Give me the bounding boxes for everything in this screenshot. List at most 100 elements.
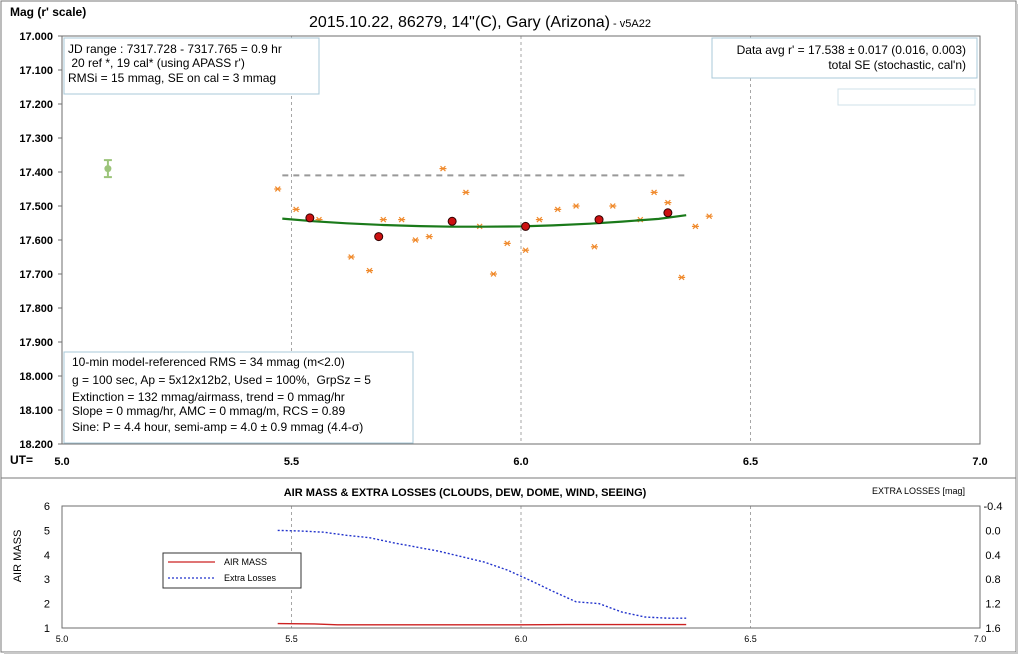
top-x-tick-label: 7.0 — [972, 456, 987, 468]
target-point — [594, 215, 604, 225]
ref-star-point — [590, 243, 598, 250]
chart-title-main: 2015.10.22, 86279, 14"(C), Gary (Arizona… — [309, 14, 610, 31]
bottom-y-tick-label: 3 — [44, 574, 50, 586]
ref-star-stroke — [554, 206, 561, 213]
info-bottom-left-line-2: g = 100 sec, Ap = 5x12x12b2, Used = 100%… — [72, 373, 371, 387]
bottom-y-axis-label: AIR MASS — [12, 530, 24, 583]
info-bottom-left-line-4: Slope = 0 mmag/hr, AMC = 0 mmag/m, RCS =… — [72, 404, 345, 418]
top-x-tick-labels: 5.0 5.5 6.0 6.5 7.0 — [54, 456, 987, 468]
ref-star-stroke — [536, 216, 543, 223]
ref-star-point — [522, 247, 530, 254]
ref-star-point — [691, 223, 699, 230]
ref-star-stroke — [398, 216, 405, 223]
ref-star-stroke — [293, 206, 299, 213]
info-box-top-right: Data avg r' = 17.538 ± 0.017 (0.016, 0.0… — [711, 37, 978, 79]
air-mass-line — [277, 622, 687, 626]
bottom-y-tick-label: 5 — [44, 525, 50, 537]
top-y-tick-label: 17.500 — [19, 201, 53, 213]
ref-star-point — [366, 267, 374, 274]
air-mass-chart: 1 2 3 4 5 6 -0.4 0.0 0.4 0.8 1.2 1.6 5.0 5.5 6.0 6.5 7… — [12, 486, 1002, 644]
legend-label-air-mass: AIR MASS — [224, 557, 267, 567]
ref-star-stroke — [380, 216, 387, 223]
legend-frame — [162, 552, 302, 589]
bottom-y-tick-label: 6 — [44, 501, 50, 513]
ref-star-stroke — [591, 243, 598, 250]
ref-star-stroke — [440, 165, 446, 172]
ref-star-point — [678, 274, 686, 281]
bottom-plot-area — [61, 505, 981, 629]
bottom-x-tick-label: 5.5 — [285, 634, 298, 644]
ref-star-point — [609, 203, 617, 209]
top-y-tick-label: 18.100 — [19, 405, 53, 417]
top-grid — [58, 35, 751, 445]
info-bottom-left-line-1: 10-min model-referenced RMS = 34 mmag (m… — [72, 355, 345, 369]
bottom-y-tick-label: 4 — [44, 550, 50, 562]
ref-star-stroke — [692, 223, 699, 230]
top-y-tick-label: 17.700 — [19, 269, 53, 281]
info-box-bottom-left-frame — [63, 351, 414, 444]
bottom-y2-tick-label: 0.8 — [985, 574, 1000, 586]
target-point — [447, 216, 457, 226]
info-box-top-left: JD range : 7317.728 - 7317.765 = 0.9 hr … — [63, 37, 320, 95]
ref-star-stroke — [504, 240, 511, 247]
target-point — [305, 213, 315, 223]
ref-star-stroke — [463, 189, 469, 196]
bottom-y2-tick-label: -0.4 — [984, 501, 1003, 513]
single-point — [104, 165, 112, 173]
top-y-tick-label: 17.800 — [19, 303, 53, 315]
top-y-tick-label: 17.600 — [19, 235, 53, 247]
ref-star-point — [664, 199, 672, 206]
top-y-axis-label: Mag (r' scale) — [10, 5, 86, 19]
info-top-left-line-1: JD range : 7317.728 - 7317.765 = 0.9 hr — [68, 42, 282, 56]
ref-star-stroke — [366, 267, 373, 274]
target-point — [521, 221, 531, 231]
bottom-y2-tick-label: 0.4 — [985, 550, 1000, 562]
top-x-axis-label: UT= — [10, 453, 33, 467]
ref-star-point — [292, 206, 300, 213]
info-top-left-line-3: RMSi = 15 mmag, SE on cal = 3 mmag — [68, 71, 276, 85]
trend-line — [282, 214, 687, 228]
ref-star-point — [535, 216, 543, 223]
ref-star-stroke — [426, 233, 433, 240]
ref-star-stroke — [274, 186, 281, 192]
legend-label-extra-losses: Extra Losses — [224, 573, 277, 583]
bottom-y2-tick-label: 1.6 — [985, 623, 1000, 635]
info-box-top-right-frame — [711, 37, 978, 79]
bottom-x-tick-label: 5.0 — [56, 634, 69, 644]
top-y-tick-label: 18.200 — [19, 439, 53, 451]
bottom-y-tick-label: 1 — [44, 623, 50, 635]
ref-star-point — [572, 203, 580, 209]
ref-star-stroke — [609, 203, 616, 209]
info-top-right-line-2: total SE (stochastic, cal'n) — [828, 58, 966, 72]
bottom-y2-tick-label: 0.0 — [985, 525, 1000, 537]
target-point — [374, 232, 384, 242]
legend: AIR MASS Extra Losses — [162, 552, 302, 589]
ref-star-stroke — [522, 247, 529, 254]
bottom-y-tick-label: 2 — [44, 599, 50, 611]
info-bottom-left-line-5: Sine: P = 4.4 hour, semi-amp = 4.0 ± 0.9… — [72, 420, 363, 434]
info-box-top-left-frame — [63, 37, 320, 95]
bottom-x-tick-labels: 5.0 5.5 6.0 6.5 7.0 — [56, 634, 987, 644]
ref-star-point — [379, 216, 387, 223]
ref-star-stroke — [573, 203, 579, 209]
top-y-tick-label: 17.300 — [19, 133, 53, 145]
top-y-tick-label: 17.000 — [19, 31, 53, 43]
empty-label-box — [837, 88, 976, 106]
extra-losses-line — [277, 529, 687, 619]
ref-star-point — [439, 165, 447, 172]
ref-star-stroke — [490, 271, 497, 277]
bottom-x-tick-label: 6.0 — [515, 634, 528, 644]
ref-star-point — [274, 186, 282, 192]
info-bottom-left-line-3: Extinction = 132 mmag/airmass, trend = 0… — [72, 390, 345, 404]
ref-star-point — [425, 233, 433, 240]
ref-star-point — [554, 206, 562, 213]
ref-star-point — [489, 271, 497, 277]
top-x-tick-label: 6.0 — [513, 456, 528, 468]
top-y-tick-label: 18.000 — [19, 371, 53, 383]
info-box-bottom-left: 10-min model-referenced RMS = 34 mmag (m… — [63, 351, 414, 444]
top-y-tick-label: 17.100 — [19, 65, 53, 77]
top-x-tick-label: 5.5 — [284, 456, 299, 468]
top-y-tick-label: 17.200 — [19, 99, 53, 111]
